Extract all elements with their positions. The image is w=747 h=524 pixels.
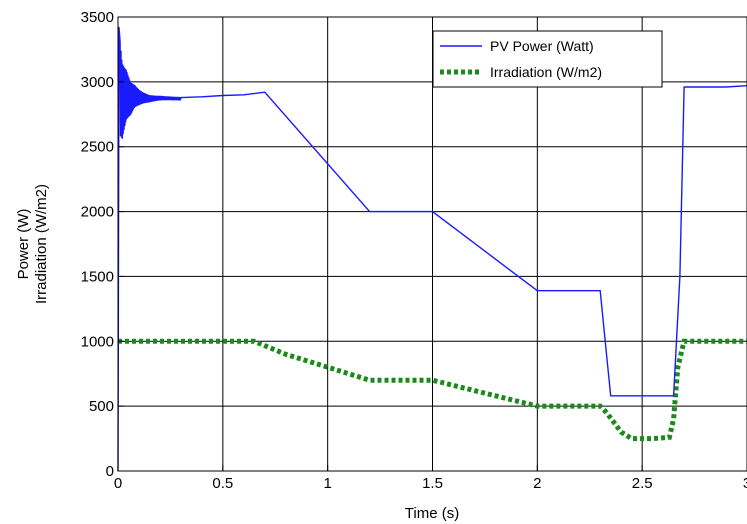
y-tick-label: 2000 <box>81 204 114 221</box>
y-tick-label: 3000 <box>81 74 114 91</box>
y-tick-label: 1500 <box>81 268 114 285</box>
y-tick-label: 500 <box>89 398 114 415</box>
legend-box <box>432 30 663 88</box>
x-axis-label: Time (s) <box>405 505 459 522</box>
legend: PV Power (Watt) Irradiation (W/m2) <box>432 30 663 88</box>
y-tick-label: 3500 <box>81 9 114 26</box>
x-tick-label: 1 <box>323 475 331 492</box>
y-axis-label-line2: Irradiation (W/m2) <box>33 184 50 304</box>
x-axis-ticks: 0 0.5 1 1.5 2 2.5 3 <box>114 465 747 492</box>
x-tick-label: 2 <box>533 475 541 492</box>
y-axis-label-line1: Power (W) <box>15 209 32 280</box>
y-tick-label: 1000 <box>81 333 114 350</box>
x-tick-label: 3 <box>743 475 747 492</box>
series-layer <box>117 26 747 472</box>
series-pv-power <box>117 26 747 472</box>
x-tick-label: 1.5 <box>422 475 443 492</box>
x-tick-label: 0 <box>114 475 122 492</box>
y-axis-ticks: 0 500 1000 1500 2000 2500 3000 3500 <box>81 9 124 480</box>
legend-label-irradiation: Irradiation (W/m2) <box>490 64 602 80</box>
y-tick-label: 0 <box>106 463 114 480</box>
legend-label-pv-power: PV Power (Watt) <box>490 38 594 54</box>
x-tick-label: 0.5 <box>212 475 233 492</box>
series-irradiation <box>118 338 747 442</box>
x-tick-label: 2.5 <box>632 475 653 492</box>
y-tick-label: 2500 <box>81 139 114 156</box>
